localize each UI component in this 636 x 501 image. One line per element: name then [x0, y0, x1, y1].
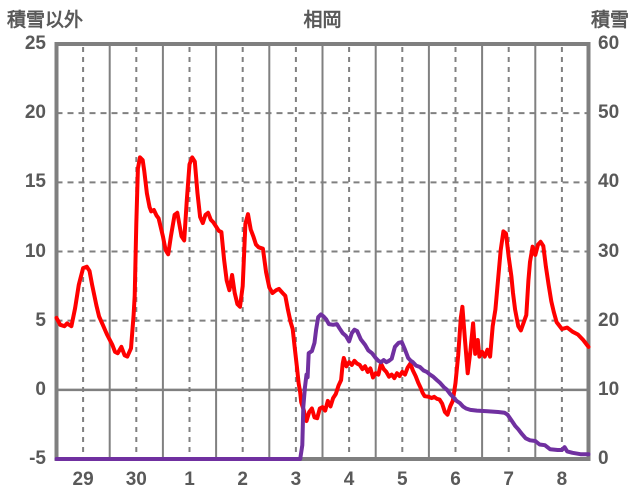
x-axis-tick: 7	[503, 469, 514, 490]
right-axis-tick: 60	[598, 33, 620, 54]
left-axis-tick: 10	[24, 240, 46, 262]
right-axis-title: 積雪	[590, 10, 629, 31]
series-line-other-than-snow	[54, 155, 591, 423]
x-axis-tick: 5	[397, 469, 408, 490]
x-axis-tick: 1	[184, 469, 195, 490]
x-axis-tick: 3	[290, 469, 302, 490]
right-axis-tick: 10	[598, 378, 620, 400]
x-axis-tick: 2	[237, 469, 248, 490]
plot-frame	[54, 42, 591, 461]
right-axis-tick: 50	[598, 102, 620, 124]
right-axis-tick: 40	[598, 171, 620, 193]
left-axis-tick: 5	[35, 309, 46, 331]
left-axis-tick: 0	[35, 378, 46, 400]
x-axis-tick: 6	[450, 469, 461, 490]
left-axis-tick: 20	[24, 102, 46, 124]
left-axis-tick: 15	[24, 171, 46, 193]
x-axis-tick: 30	[125, 469, 147, 490]
chart-title: 相岡	[303, 10, 342, 31]
series-line-snow	[54, 312, 591, 461]
right-axis-tick: 30	[598, 240, 620, 262]
right-axis-tick: 0	[598, 448, 609, 469]
left-axis-title: 積雪以外	[7, 10, 84, 31]
left-axis-tick: 25	[24, 33, 46, 54]
x-axis-tick: 4	[343, 469, 355, 490]
x-axis-tick: 29	[72, 469, 94, 490]
right-axis-tick: 20	[598, 309, 620, 331]
x-axis-tick: 8	[556, 469, 568, 490]
left-axis-tick: -5	[29, 448, 46, 469]
